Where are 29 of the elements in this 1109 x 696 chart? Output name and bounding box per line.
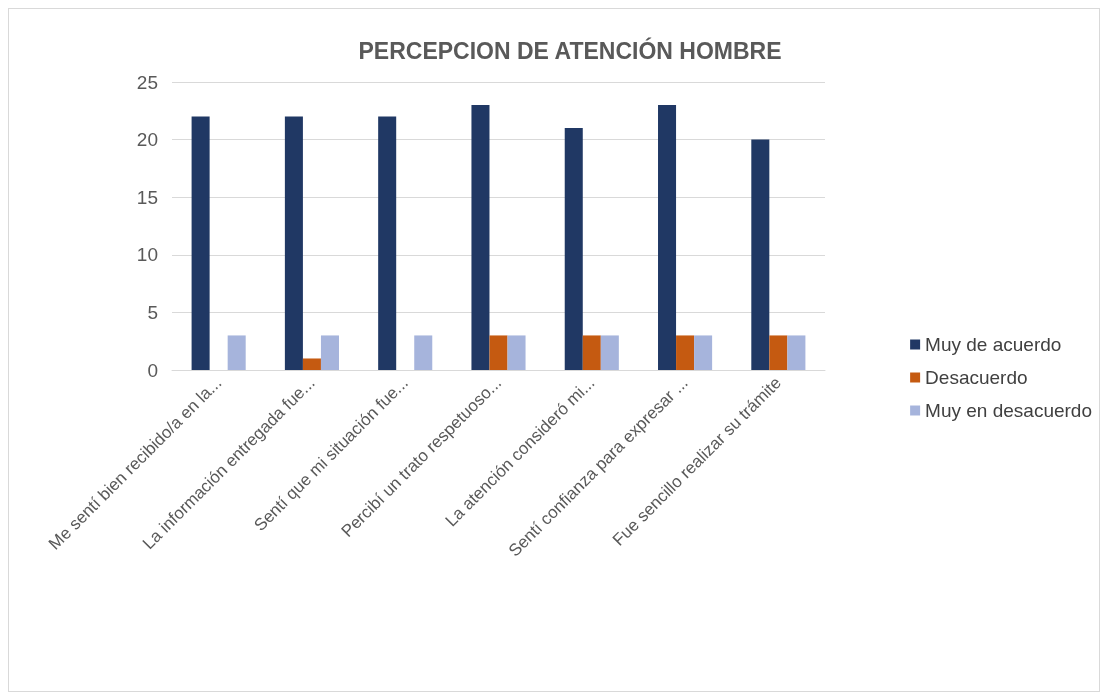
bar xyxy=(564,128,583,370)
y-tick-label: 25 xyxy=(136,71,158,93)
legend-label: Desacuerdo xyxy=(925,367,1028,388)
bar xyxy=(471,105,490,370)
bar xyxy=(507,335,526,370)
bar xyxy=(582,335,601,370)
bar xyxy=(787,335,806,370)
y-tick-label: 5 xyxy=(147,301,158,323)
bar xyxy=(658,105,677,370)
bar xyxy=(284,116,303,370)
legend-label: Muy de acuerdo xyxy=(925,334,1062,355)
bar xyxy=(769,335,788,370)
bar xyxy=(694,335,713,370)
y-tick-label: 10 xyxy=(136,244,158,266)
legend-label: Muy en desacuerdo xyxy=(925,400,1093,421)
bar xyxy=(751,139,770,370)
bar xyxy=(302,358,321,370)
bar xyxy=(191,116,210,370)
bar xyxy=(600,335,619,370)
y-tick-label: 15 xyxy=(136,186,158,208)
y-tick-label: 20 xyxy=(136,129,158,151)
bar xyxy=(489,335,508,370)
bar xyxy=(414,335,433,370)
bar xyxy=(227,335,246,370)
bar xyxy=(676,335,695,370)
y-tick-label: 0 xyxy=(147,359,158,381)
bar xyxy=(320,335,339,370)
bar xyxy=(378,116,397,370)
chart-title: PERCEPCION DE ATENCIÓN HOMBRE xyxy=(358,36,782,64)
